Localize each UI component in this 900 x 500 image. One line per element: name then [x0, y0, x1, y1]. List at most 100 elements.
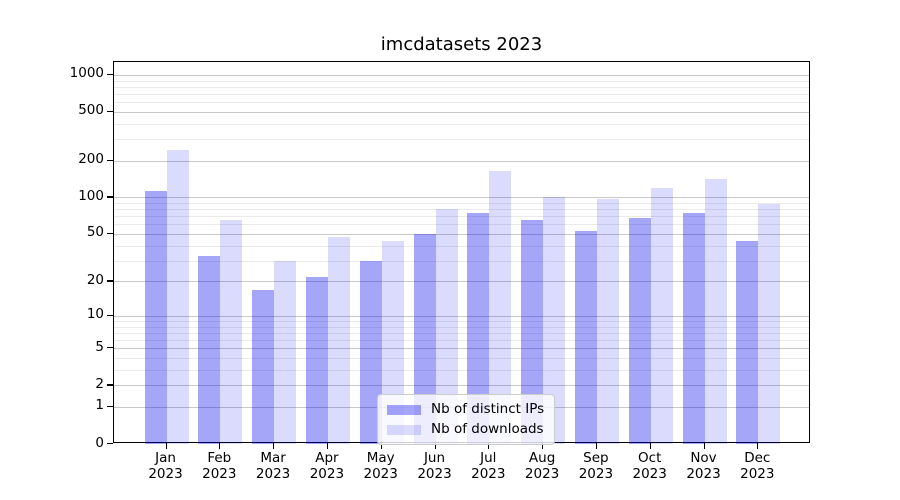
ytick-label-1000: 1000	[69, 65, 104, 82]
ytick-100	[107, 196, 113, 198]
xtick-dec	[757, 443, 759, 449]
ytick-500	[107, 110, 113, 113]
bar-dec-nb-of-downloads	[758, 204, 781, 444]
xtick-label-dec: Dec 2023	[740, 450, 775, 482]
ytick-label-500: 500	[78, 102, 104, 119]
bar-sep-nb-of-downloads	[596, 199, 619, 444]
bar-jul-nb-of-downloads	[489, 170, 512, 444]
legend-row: Nb of downloads	[387, 421, 544, 438]
bar-may-nb-of-distinct-ips	[359, 260, 382, 444]
bar-mar-nb-of-distinct-ips	[252, 289, 275, 444]
bar-jun-nb-of-distinct-ips	[413, 233, 436, 444]
ytick-50	[107, 232, 113, 235]
ytick-2	[107, 384, 113, 386]
gridline-20	[114, 281, 809, 283]
ytick-label-50: 50	[86, 224, 104, 241]
ytick-label-20: 20	[86, 271, 104, 288]
legend-row: Nb of distinct IPs	[387, 401, 544, 418]
ytick-1000	[107, 73, 113, 76]
ytick-label-10: 10	[86, 306, 104, 323]
minor-gridline-800	[114, 86, 809, 88]
xtick-label-jun: Jun 2023	[417, 450, 452, 482]
ytick-label-200: 200	[78, 151, 104, 168]
legend-label-distinct-ips: Nb of distinct IPs	[431, 401, 545, 417]
legend-swatch-distinct-ips	[387, 404, 421, 415]
bar-oct-nb-of-downloads	[650, 187, 673, 444]
legend: Nb of distinct IPs Nb of downloads	[377, 394, 556, 445]
bar-may-nb-of-downloads	[381, 240, 404, 444]
xtick-label-sep: Sep 2023	[578, 450, 614, 482]
xtick-sep	[595, 443, 598, 449]
legend-label-downloads: Nb of downloads	[431, 421, 544, 437]
minor-gridline-300	[114, 139, 809, 141]
xtick-feb	[219, 443, 221, 449]
bar-aug-nb-of-downloads	[543, 197, 566, 444]
legend-swatch-downloads	[387, 424, 421, 435]
gridline-1000	[114, 74, 809, 76]
minor-gridline-70	[114, 216, 809, 218]
chart-title: imcdatasets 2023	[380, 34, 543, 55]
minor-gridline-9	[114, 321, 809, 322]
minor-gridline-3	[114, 369, 809, 371]
gridline-5	[114, 348, 809, 350]
ytick-5	[107, 347, 113, 349]
bar-feb-nb-of-downloads	[220, 220, 243, 444]
xtick-label-jul: Jul 2023	[471, 450, 506, 482]
xtick-label-aug: Aug 2023	[524, 450, 560, 482]
xtick-may	[380, 443, 382, 449]
bar-dec-nb-of-distinct-ips	[736, 240, 759, 444]
bar-feb-nb-of-distinct-ips	[198, 255, 221, 444]
xtick-aug	[542, 443, 544, 449]
ytick-label-5: 5	[95, 338, 104, 355]
xtick-jan	[165, 443, 167, 449]
minor-gridline-4	[114, 358, 809, 360]
bar-aug-nb-of-distinct-ips	[521, 220, 544, 444]
ytick-label-100: 100	[78, 187, 104, 204]
xtick-label-nov: Nov 2023	[686, 450, 721, 482]
xtick-label-apr: Apr 2023	[309, 450, 345, 482]
minor-gridline-90	[114, 203, 809, 205]
minor-gridline-80	[114, 209, 809, 211]
xtick-label-jan: Jan 2023	[148, 450, 183, 482]
minor-gridline-60	[114, 224, 809, 226]
minor-gridline-7	[114, 332, 809, 334]
ytick-20	[107, 280, 113, 282]
xtick-jul	[488, 443, 490, 449]
bar-sep-nb-of-distinct-ips	[574, 230, 597, 444]
xtick-nov	[703, 443, 705, 449]
xtick-mar	[273, 443, 275, 449]
xtick-label-may: May 2023	[363, 450, 398, 482]
bar-oct-nb-of-distinct-ips	[628, 217, 651, 444]
ytick-label-0: 0	[95, 434, 104, 451]
xtick-label-oct: Oct 2023	[632, 450, 667, 482]
ytick-label-1: 1	[95, 397, 104, 414]
bar-mar-nb-of-downloads	[274, 260, 297, 444]
bar-nov-nb-of-distinct-ips	[682, 212, 705, 444]
minor-gridline-700	[114, 93, 809, 95]
gridline-100	[114, 197, 809, 199]
gridline-200	[114, 160, 809, 162]
xtick-apr	[326, 443, 329, 449]
minor-gridline-8	[114, 326, 809, 328]
gridline-500	[114, 111, 809, 113]
minor-gridline-600	[114, 102, 809, 104]
bar-jan-nb-of-downloads	[166, 149, 189, 444]
plot-area	[113, 61, 810, 444]
bar-apr-nb-of-distinct-ips	[305, 276, 328, 444]
xtick-oct	[649, 443, 651, 449]
minor-gridline-6	[114, 340, 809, 342]
minor-gridline-40	[114, 245, 809, 247]
ytick-label-2: 2	[95, 375, 104, 392]
gridline-2	[114, 385, 809, 387]
bar-jan-nb-of-distinct-ips	[144, 191, 167, 444]
ytick-200	[107, 159, 113, 161]
minor-gridline-30	[114, 260, 809, 262]
bar-apr-nb-of-downloads	[327, 237, 350, 444]
bar-nov-nb-of-downloads	[704, 178, 727, 444]
ytick-1	[107, 405, 113, 408]
ytick-10	[107, 314, 113, 317]
minor-gridline-900	[114, 80, 809, 82]
xtick-jun	[434, 443, 436, 449]
bar-jun-nb-of-downloads	[435, 209, 458, 444]
